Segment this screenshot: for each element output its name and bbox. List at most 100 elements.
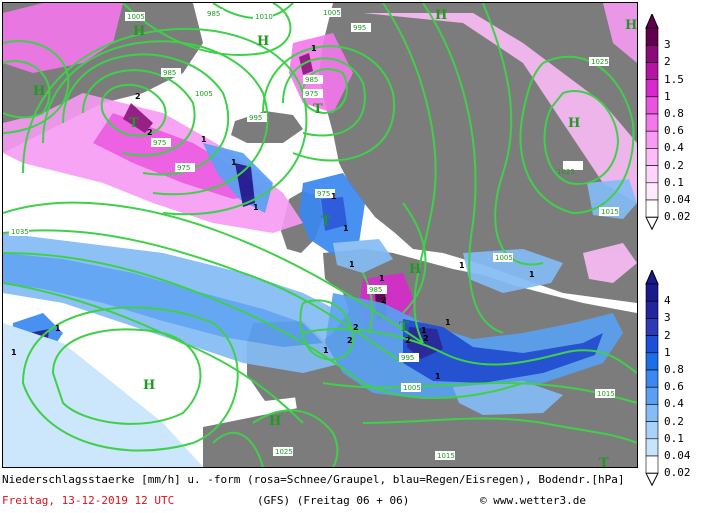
legend-label: 0.4 <box>664 141 684 155</box>
high-marker: H <box>257 34 269 49</box>
high-marker: H <box>435 8 447 23</box>
legend-label: 0.1 <box>664 175 684 189</box>
legend-label: 0.02 <box>664 466 691 480</box>
legend-label: 1.5 <box>664 72 684 86</box>
isobar-label: 985 <box>163 69 176 77</box>
weather-map: 1005 1010 985 995 1005 1005 985 975 975 … <box>2 2 638 468</box>
precip-label: 1 <box>253 203 259 212</box>
isobar-label: 1005 <box>403 384 421 392</box>
isobar-label: 1005 <box>323 9 341 17</box>
isobar-label: 985 <box>305 76 318 84</box>
precip-label: 1 <box>435 372 441 381</box>
isobar-label: 975 <box>305 90 318 98</box>
high-marker: H <box>625 18 637 33</box>
high-marker: H <box>409 262 421 277</box>
precip-label: 2 <box>405 336 411 345</box>
caption-description: Niederschlagsstaerke [mm/h] u. -form (ro… <box>2 473 625 486</box>
isobar-labels: 1005 1010 985 995 1005 1005 985 975 975 … <box>9 8 619 460</box>
isobar-label: 1015 <box>437 452 455 460</box>
precip-label: 1 <box>331 192 337 201</box>
isobar-label: 995 <box>401 354 414 362</box>
precip-label: 1 <box>445 318 451 327</box>
legend-swatch <box>645 318 659 336</box>
legend-swatch <box>645 62 659 80</box>
rain-legend: 4 3 2 1 0.8 0.6 0.4 0.2 0.1 0.04 0.02 <box>642 270 704 492</box>
isobars <box>3 3 637 467</box>
isobar-label: 1025 <box>275 448 293 456</box>
isobar-label: 1025 <box>591 58 609 66</box>
high-marker: H <box>269 414 281 429</box>
precip-label: 2 <box>147 128 153 137</box>
legend-swatch <box>645 386 659 405</box>
isobar-label: 995 <box>249 114 262 122</box>
legend-swatch <box>645 27 659 46</box>
precip-label: 1 <box>311 44 317 53</box>
legend-arrow-top <box>645 14 659 29</box>
legend-arrow-top <box>645 270 659 285</box>
legend-swatch <box>645 79 659 98</box>
rain-precip <box>3 143 637 467</box>
legend-label: 0.04 <box>664 193 691 206</box>
precip-label: 1 <box>379 274 385 283</box>
legend-label: 1 <box>664 89 671 103</box>
legend-swatch <box>645 182 659 201</box>
legend-swatch <box>645 352 659 371</box>
isobar-label: 1015 <box>597 390 615 398</box>
north-africa-land <box>203 395 637 467</box>
legend-swatch <box>645 199 659 218</box>
rain-legend-bar <box>645 270 659 487</box>
legend-swatch <box>645 421 659 440</box>
isobar-label: 1010 <box>255 13 273 21</box>
legend-swatch <box>645 113 659 132</box>
high-marker: H <box>33 84 45 99</box>
legend-label: 2 <box>664 55 671 69</box>
legend-label: 0.2 <box>664 158 684 172</box>
legend-label: 1 <box>664 345 671 359</box>
high-marker: H <box>133 24 145 39</box>
low-marker: T <box>321 214 331 229</box>
legend-label: 0.02 <box>664 210 691 224</box>
legend-label: 0.8 <box>664 107 684 120</box>
precip-label: 2 <box>353 323 359 332</box>
precip-label: 1 <box>11 348 17 357</box>
legend-swatch <box>645 438 659 457</box>
legend-label: 0.6 <box>664 124 684 138</box>
caption-date: Freitag, 13-12-2019 12 UTC <box>2 494 175 507</box>
legend-swatch <box>645 369 659 388</box>
legend-label: 0.8 <box>664 363 684 376</box>
isobar-label: 1035 <box>11 228 29 236</box>
high-marker: H <box>143 378 155 393</box>
precip-labels: 1 2 1 2 1 1 1 2 1 1 2 1 2 1 1 2 2 1 1 1 … <box>11 44 535 381</box>
legend-swatch <box>645 44 659 63</box>
legend-swatch <box>645 283 659 302</box>
snow-legend-bar <box>645 14 659 231</box>
precip-label: 1 <box>343 224 349 233</box>
legend-label: 0.4 <box>664 397 684 411</box>
precip-label: 1 <box>231 158 237 167</box>
low-marker: T <box>599 456 609 467</box>
isobar-label: 1005 <box>195 90 213 98</box>
legend-label: 3 <box>664 38 671 52</box>
legend-label: 0.04 <box>664 449 691 462</box>
legend-arrow-bottom <box>645 472 659 487</box>
isobar-label: 1005 <box>495 254 513 262</box>
isobar-label: 975 <box>153 139 166 147</box>
isobar-label: 1005 <box>127 13 145 21</box>
precip-label: 2 <box>135 92 141 101</box>
low-marker: T <box>129 116 139 131</box>
isobar-label: 975 <box>177 164 190 172</box>
isobar-label: 975 <box>317 190 330 198</box>
legend-arrow-bottom <box>645 216 659 231</box>
high-marker: H <box>568 116 580 131</box>
precip-label: 1 <box>55 324 61 333</box>
precip-label: 1 <box>349 260 355 269</box>
isobar-label: 985 <box>369 286 382 294</box>
precip-label: 2 <box>347 336 353 345</box>
legend-swatch <box>645 404 659 422</box>
low-marker: T <box>313 102 323 117</box>
legend-swatch <box>645 130 659 149</box>
legend-label: 0.6 <box>664 380 684 394</box>
legend-swatch <box>645 96 659 115</box>
precip-label: 1 <box>529 270 535 279</box>
isobar-label: 985 <box>207 10 220 18</box>
